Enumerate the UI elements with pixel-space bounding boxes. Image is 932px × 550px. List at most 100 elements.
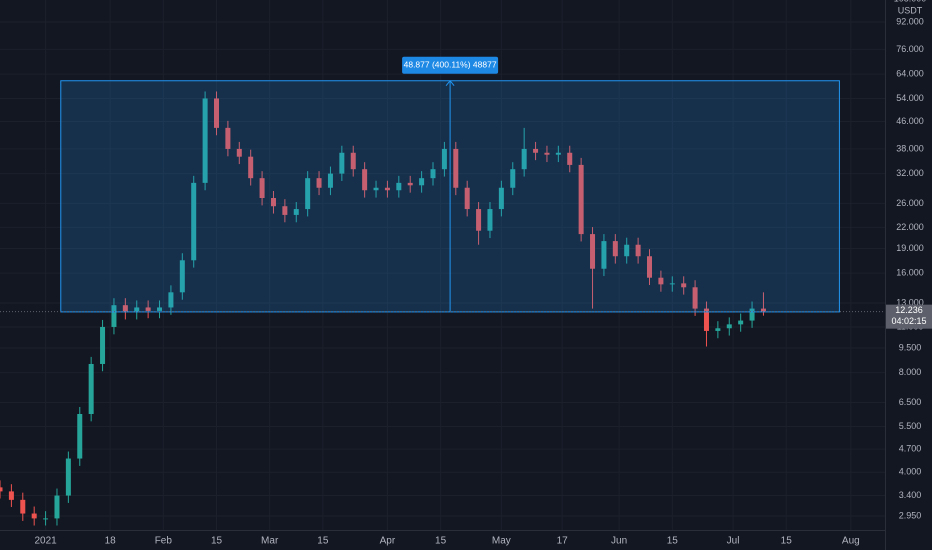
candle-body xyxy=(441,148,447,170)
candle-body xyxy=(373,187,379,191)
x-tick-label: Mar xyxy=(261,536,279,547)
y-tick-label: 6.500 xyxy=(899,397,922,407)
candle-body xyxy=(681,283,687,288)
candle-body xyxy=(225,127,231,149)
candle-body xyxy=(749,308,755,321)
candle-body xyxy=(430,169,436,179)
candle-body xyxy=(236,148,242,157)
candle-body xyxy=(0,487,3,492)
candle-body xyxy=(305,178,311,210)
candle-body xyxy=(202,98,208,183)
y-tick-label: 16.000 xyxy=(896,268,924,278)
candle-body xyxy=(703,308,709,331)
candle-body xyxy=(65,458,71,496)
candle-body xyxy=(191,182,197,261)
candle-body xyxy=(293,209,299,215)
y-tick-label: 8.000 xyxy=(899,367,922,377)
x-tick-label: 17 xyxy=(557,536,569,547)
candle-body xyxy=(339,152,345,174)
candle-body xyxy=(521,148,527,170)
candle-body xyxy=(327,173,333,188)
y-tick-label: 26.000 xyxy=(896,198,924,208)
candle-body xyxy=(590,234,596,269)
y-tick-label: 4.000 xyxy=(899,467,922,477)
candle-body xyxy=(624,244,630,257)
candle-body xyxy=(487,209,493,231)
candle-body xyxy=(760,308,766,312)
x-tick-label: 18 xyxy=(105,536,117,547)
candle-body xyxy=(533,148,539,153)
x-tick-label: Jul xyxy=(727,536,740,547)
x-tick-label: 15 xyxy=(317,536,329,547)
x-tick-label: 15 xyxy=(211,536,223,547)
candle-body xyxy=(498,187,504,210)
x-tick-label: Jun xyxy=(611,536,627,547)
countdown-label: 04:02:15 xyxy=(891,316,926,326)
y-tick-label: 64.000 xyxy=(896,68,924,78)
candle-body xyxy=(259,178,265,199)
candle-body xyxy=(248,156,254,179)
candle-body xyxy=(407,182,413,186)
axes: 108.000 92.000 76.000 64.000 54.000 46.000 38.… xyxy=(34,0,932,547)
candle-body xyxy=(384,187,390,191)
y-tick-label: 92.000 xyxy=(896,16,924,26)
measure-arrow-head xyxy=(445,79,455,87)
candle-body xyxy=(122,305,128,313)
candle-body xyxy=(510,169,516,188)
x-tick-label: Feb xyxy=(155,536,173,547)
candle-body xyxy=(453,148,459,188)
x-tick-label: Apr xyxy=(380,536,396,547)
y-tick-label: 5.500 xyxy=(899,421,922,431)
y-tick-label: 13.000 xyxy=(896,297,924,307)
last-price-label: 12.236 xyxy=(895,305,923,315)
x-tick-label: 15 xyxy=(667,536,679,547)
x-tick-label: Aug xyxy=(842,536,860,547)
x-tick-label: 15 xyxy=(781,536,793,547)
measure-label-box xyxy=(402,56,499,74)
candle-body xyxy=(726,324,732,329)
candle-body xyxy=(738,320,744,325)
candle-body xyxy=(43,518,49,520)
candle-body xyxy=(88,363,94,414)
candle-body xyxy=(77,413,83,459)
currency-label: USDT xyxy=(898,5,923,15)
y-tick-label: 38.000 xyxy=(896,143,924,153)
candle-body xyxy=(647,256,653,278)
x-tick-label: May xyxy=(492,536,511,547)
candle-body xyxy=(635,244,641,257)
grid xyxy=(0,0,885,530)
candles xyxy=(0,91,766,526)
y-tick-label: 2.950 xyxy=(899,510,922,520)
y-tick-label: 22.000 xyxy=(896,222,924,232)
last-price-box xyxy=(886,304,932,329)
candle-body xyxy=(715,328,721,331)
candle-body xyxy=(544,152,550,155)
candle-body xyxy=(134,307,140,313)
y-tick-label: 54.000 xyxy=(896,93,924,103)
candle-body xyxy=(567,152,573,165)
candle-body xyxy=(157,307,163,311)
candle-body xyxy=(20,499,26,514)
candle-body xyxy=(54,495,60,519)
candle-body xyxy=(555,152,561,155)
candle-body xyxy=(179,260,185,293)
candle-body xyxy=(578,164,584,235)
candle-body xyxy=(270,198,276,207)
candle-body xyxy=(316,178,322,188)
y-tick-label: 46.000 xyxy=(896,116,924,126)
candle-body xyxy=(168,292,174,308)
candle-body xyxy=(669,283,675,285)
candle-body xyxy=(692,287,698,309)
candle-body xyxy=(601,241,607,269)
y-tick-label: 108.000 xyxy=(894,0,927,3)
candle-body xyxy=(464,187,470,210)
y-tick-label: 19.000 xyxy=(896,243,924,253)
candle-body xyxy=(31,513,37,519)
candle-body xyxy=(658,277,664,285)
measure-label: 48.877 (400.11%) 48877 xyxy=(404,59,497,69)
y-tick-label: 76.000 xyxy=(896,44,924,54)
candle-body xyxy=(214,98,220,128)
candle-body xyxy=(282,206,288,215)
